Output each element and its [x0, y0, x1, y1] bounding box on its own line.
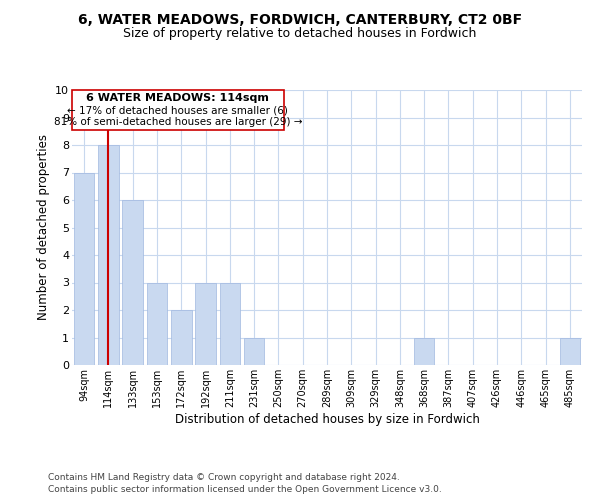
Text: 81% of semi-detached houses are larger (29) →: 81% of semi-detached houses are larger (…	[53, 117, 302, 127]
Bar	[98, 145, 119, 365]
Text: ← 17% of detached houses are smaller (6): ← 17% of detached houses are smaller (6)	[67, 105, 288, 115]
Bar	[195, 282, 216, 365]
FancyBboxPatch shape	[72, 90, 284, 130]
Y-axis label: Number of detached properties: Number of detached properties	[37, 134, 50, 320]
Bar	[171, 310, 191, 365]
Bar	[414, 338, 434, 365]
Bar	[74, 172, 94, 365]
Text: Contains HM Land Registry data © Crown copyright and database right 2024.: Contains HM Land Registry data © Crown c…	[48, 474, 400, 482]
X-axis label: Distribution of detached houses by size in Fordwich: Distribution of detached houses by size …	[175, 412, 479, 426]
Text: Contains public sector information licensed under the Open Government Licence v3: Contains public sector information licen…	[48, 485, 442, 494]
Text: Size of property relative to detached houses in Fordwich: Size of property relative to detached ho…	[124, 28, 476, 40]
Text: 6 WATER MEADOWS: 114sqm: 6 WATER MEADOWS: 114sqm	[86, 93, 269, 103]
Bar	[220, 282, 240, 365]
Bar	[560, 338, 580, 365]
Bar	[146, 282, 167, 365]
Bar	[244, 338, 265, 365]
Bar	[122, 200, 143, 365]
Text: 6, WATER MEADOWS, FORDWICH, CANTERBURY, CT2 0BF: 6, WATER MEADOWS, FORDWICH, CANTERBURY, …	[78, 12, 522, 26]
